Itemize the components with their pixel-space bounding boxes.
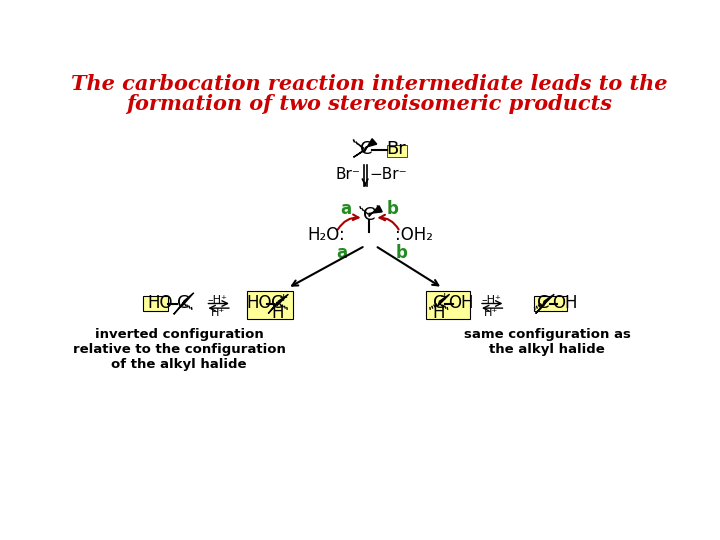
FancyBboxPatch shape bbox=[534, 296, 567, 311]
Polygon shape bbox=[182, 293, 194, 306]
Polygon shape bbox=[364, 139, 377, 152]
Text: –H⁺: –H⁺ bbox=[482, 295, 501, 306]
Text: H₂O:: H₂O: bbox=[307, 226, 346, 244]
Text: a: a bbox=[340, 200, 351, 218]
Text: H: H bbox=[271, 303, 284, 322]
Text: OH: OH bbox=[448, 294, 473, 313]
Text: H⁺: H⁺ bbox=[211, 308, 225, 318]
Text: formation of two stereoisomeric products: formation of two stereoisomeric products bbox=[126, 94, 612, 114]
Text: b: b bbox=[395, 245, 408, 262]
Text: same configuration as
the alkyl halide: same configuration as the alkyl halide bbox=[464, 328, 631, 356]
Text: C: C bbox=[176, 294, 189, 313]
Text: C: C bbox=[361, 140, 373, 159]
Polygon shape bbox=[369, 206, 382, 217]
Polygon shape bbox=[276, 294, 289, 306]
FancyBboxPatch shape bbox=[143, 296, 168, 311]
Polygon shape bbox=[174, 302, 184, 314]
Text: HO: HO bbox=[147, 294, 173, 313]
Text: Br: Br bbox=[386, 140, 406, 159]
Text: C: C bbox=[363, 206, 375, 224]
Text: C: C bbox=[271, 294, 284, 313]
Text: :OH₂: :OH₂ bbox=[395, 226, 433, 244]
Text: H⁺: H⁺ bbox=[485, 308, 498, 318]
Text: inverted configuration
relative to the configuration
of the alkyl halide: inverted configuration relative to the c… bbox=[73, 328, 286, 371]
Text: HO: HO bbox=[246, 294, 271, 313]
FancyBboxPatch shape bbox=[387, 145, 407, 157]
Polygon shape bbox=[354, 148, 366, 157]
Text: +: + bbox=[372, 203, 382, 216]
Text: C: C bbox=[537, 294, 549, 313]
Polygon shape bbox=[438, 294, 449, 306]
Text: +: + bbox=[279, 293, 289, 303]
Text: –H⁺: –H⁺ bbox=[208, 295, 228, 306]
Polygon shape bbox=[536, 302, 546, 314]
Polygon shape bbox=[269, 302, 277, 314]
FancyBboxPatch shape bbox=[426, 291, 469, 319]
Polygon shape bbox=[543, 294, 554, 306]
Text: Br⁻: Br⁻ bbox=[336, 167, 361, 183]
Text: H: H bbox=[433, 303, 445, 322]
Text: The carbocation reaction intermediate leads to the: The carbocation reaction intermediate le… bbox=[71, 74, 667, 94]
Text: OH: OH bbox=[552, 294, 578, 313]
Text: C: C bbox=[433, 294, 445, 313]
Text: a: a bbox=[336, 245, 348, 262]
Text: −Br⁻: −Br⁻ bbox=[370, 167, 408, 183]
Text: +: + bbox=[440, 292, 449, 302]
Text: b: b bbox=[387, 200, 398, 218]
FancyBboxPatch shape bbox=[246, 291, 293, 319]
